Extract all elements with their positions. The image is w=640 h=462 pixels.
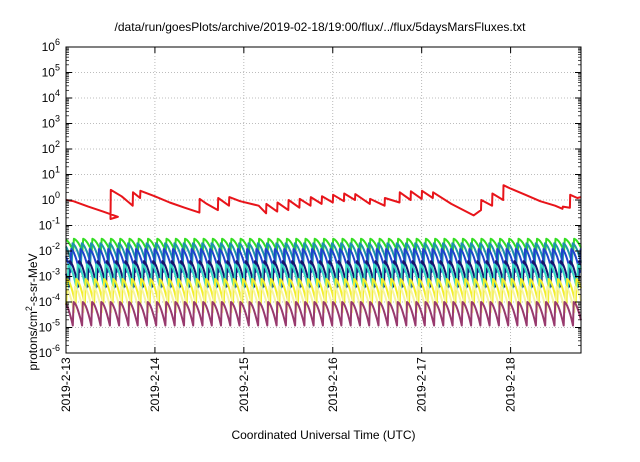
y-tick-label: 103 (42, 114, 60, 131)
x-tick-label: 2019-2-15 (237, 357, 251, 412)
y-tick-label: 105 (42, 63, 60, 80)
y-tick-label: 10-2 (39, 241, 60, 258)
series-line-blue (65, 248, 582, 273)
x-axis-ticks: 2019-2-13 2019-2-14 2019-2-15 2019-2-16 2019… (59, 47, 518, 412)
series-line-teal (65, 242, 582, 264)
series-line-purple (65, 301, 582, 327)
y-axis-ticks: 10-6 10-5 10-4 10-3 10-2 10-1 100 101 102 103 104 1… (39, 37, 581, 360)
y-axis-label-unit: -s-sr-MeV (26, 253, 40, 307)
y-axis-label-exp: 2 (24, 306, 34, 312)
y-tick-label: 106 (42, 37, 60, 54)
x-tick-label: 2019-2-17 (415, 357, 429, 412)
x-tick-label: 2019-2-18 (504, 357, 518, 412)
series-lines (65, 184, 582, 327)
y-tick-label: 102 (42, 139, 60, 156)
y-axis-label: protons/cm2-s-sr-MeV (24, 162, 42, 462)
y-axis-label-main: protons/cm (26, 311, 40, 371)
y-tick-label: 100 (42, 190, 60, 207)
chart-title: /data/run/goesPlots/archive/2019-02-18/1… (114, 20, 526, 34)
y-tick-label: 104 (42, 88, 60, 105)
x-tick-label: 2019-2-16 (326, 357, 340, 412)
series-line-lightyellow (65, 285, 582, 314)
x-tick-label: 2019-2-13 (59, 357, 73, 412)
chart-svg: 10-6 10-5 10-4 10-3 10-2 10-1 100 101 102 103 104 1… (39, 37, 582, 412)
x-tick-label: 2019-2-14 (148, 357, 162, 412)
x-axis-label: Coordinated Universal Time (UTC) (231, 428, 416, 442)
y-tick-label: 10-5 (39, 318, 60, 335)
series-line-yellow (65, 278, 582, 306)
y-tick-label: 10-4 (39, 292, 60, 309)
y-tick-label: 10-3 (39, 267, 60, 284)
series-line-cyan (65, 263, 582, 291)
y-tick-label: 10-6 (39, 343, 60, 360)
series-line-red (65, 184, 582, 220)
series-line-navy (65, 260, 582, 288)
y-tick-label: 101 (42, 165, 60, 182)
y-tick-label: 10-1 (39, 216, 60, 233)
